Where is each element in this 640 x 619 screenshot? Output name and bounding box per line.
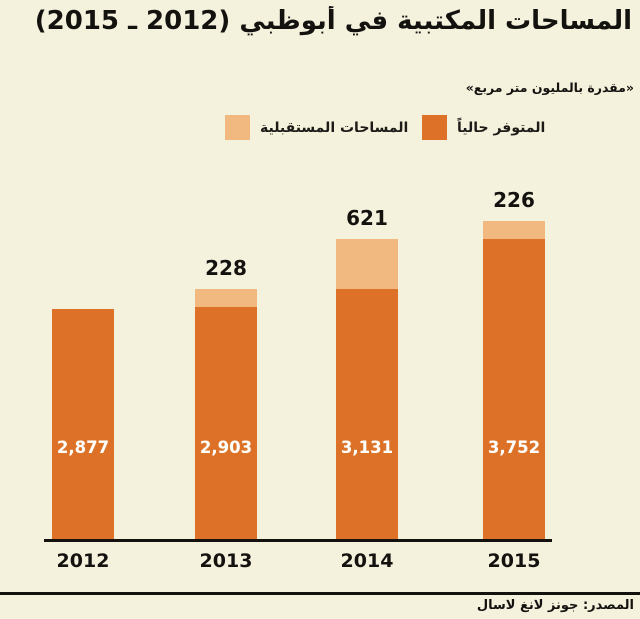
bar-2012-current-value: 2,877 bbox=[56, 438, 110, 457]
legend-swatch-current bbox=[422, 115, 447, 140]
bar-2014-current-segment bbox=[336, 288, 398, 541]
bar-2013-current-segment bbox=[195, 307, 257, 541]
bar-2014-future-segment bbox=[336, 238, 398, 289]
bar-2015-current-value: 3,752 bbox=[487, 438, 541, 457]
chart-title: المساحات المكتبية في أبوظبي (2012 ـ 2015… bbox=[34, 6, 632, 36]
legend-label-future: المساحات المستقبلية bbox=[260, 119, 409, 136]
source-credit: المصدر: جونز لانغ لاسال bbox=[476, 598, 634, 613]
bar-2014-future-value: 621 bbox=[346, 205, 388, 230]
bar-2012-current-segment bbox=[52, 309, 114, 541]
x-axis-label-2014: 2014 bbox=[340, 550, 394, 572]
chart-subtitle: «مقدرة بالمليون متر مربع» bbox=[465, 80, 634, 95]
bar-2015-future-value: 226 bbox=[493, 187, 535, 212]
bar-2013-future-segment bbox=[195, 288, 257, 308]
bar-2014-current-value: 3,131 bbox=[340, 438, 394, 457]
bar-2013-current-value: 2,903 bbox=[199, 438, 253, 457]
legend-item-current: المتوفر حالياً bbox=[422, 115, 545, 140]
footer-separator-line bbox=[0, 592, 640, 595]
x-axis-label-2013: 2013 bbox=[199, 550, 253, 572]
bar-2013-future-value: 228 bbox=[205, 255, 247, 280]
x-axis-line bbox=[44, 539, 552, 542]
bar-2015-future-segment bbox=[483, 220, 545, 239]
legend-item-future: المساحات المستقبلية bbox=[225, 115, 408, 140]
bar-2015-current-segment bbox=[483, 238, 545, 541]
legend-swatch-future bbox=[225, 115, 250, 140]
legend-label-current: المتوفر حالياً bbox=[457, 119, 546, 136]
x-axis-label-2015: 2015 bbox=[487, 550, 541, 572]
x-axis-label-2012: 2012 bbox=[56, 550, 110, 572]
